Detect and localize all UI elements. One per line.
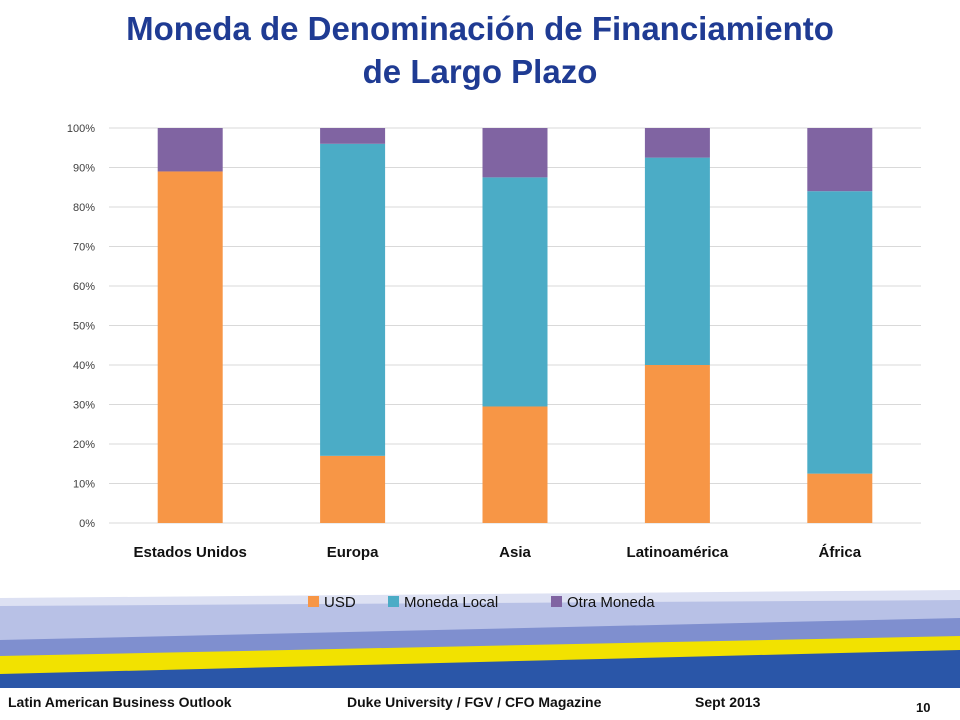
bar-segment [807,473,873,523]
x-category-label: África [819,544,862,561]
footer-decoration [0,590,960,720]
x-category-label: Europa [327,544,379,561]
legend-swatch [551,596,562,607]
y-tick-label: 20% [73,439,95,451]
bar-segment [482,177,548,407]
legend-swatch [308,596,319,607]
legend-swatch [388,596,399,607]
footer-left-text: Latin American Business Outlook [8,694,232,710]
chart-legend: USD Moneda Local Otra Moneda [308,594,655,611]
bar-segment [320,455,386,523]
x-category-label: Latinoamérica [627,544,729,561]
legend-label: Moneda Local [404,594,498,611]
decor-footer-strip [0,688,960,720]
bar-segment [807,128,873,192]
bar-segment [482,406,548,523]
y-tick-label: 100% [67,123,95,135]
x-category-label: Estados Unidos [134,544,247,561]
footer-date-text: Sept 2013 [695,694,761,710]
bar-segment [644,365,710,523]
y-axis-ticks: 0% 10% 20% 30% 40% 50% 60% 70% 80% 90% 100% [67,123,95,530]
legend-label: Otra Moneda [567,594,655,611]
y-tick-label: 70% [73,242,95,254]
page-number: 10 [916,700,931,715]
bar-segment [320,143,386,456]
bar-segment [644,128,710,158]
bar-segment [157,128,223,172]
bar-segment [320,128,386,144]
y-tick-label: 50% [73,321,95,333]
legend-label: USD [324,594,356,611]
y-tick-label: 40% [73,360,95,372]
slide-title: Moneda de Denominación de Financiamiento… [0,8,960,94]
bar-segment [482,128,548,178]
bar-segment [644,157,710,365]
x-category-label: Asia [499,544,531,561]
footer-center-text: Duke University / FGV / CFO Magazine [347,694,602,710]
y-tick-label: 10% [73,479,95,491]
y-tick-label: 60% [73,281,95,293]
x-axis-categories: Estados Unidos Europa Asia Latinoamérica Áfr… [134,544,862,561]
decor-band-blue [0,650,960,690]
bar-segment [157,171,223,523]
chart-bars [157,128,873,523]
y-tick-label: 0% [79,518,95,530]
y-tick-label: 80% [73,202,95,214]
title-line-2: de Largo Plazo [362,52,598,90]
bar-segment [807,191,873,474]
y-tick-label: 30% [73,400,95,412]
title-line-1: Moneda de Denominación de Financiamiento [126,10,834,47]
y-tick-label: 90% [73,163,95,175]
